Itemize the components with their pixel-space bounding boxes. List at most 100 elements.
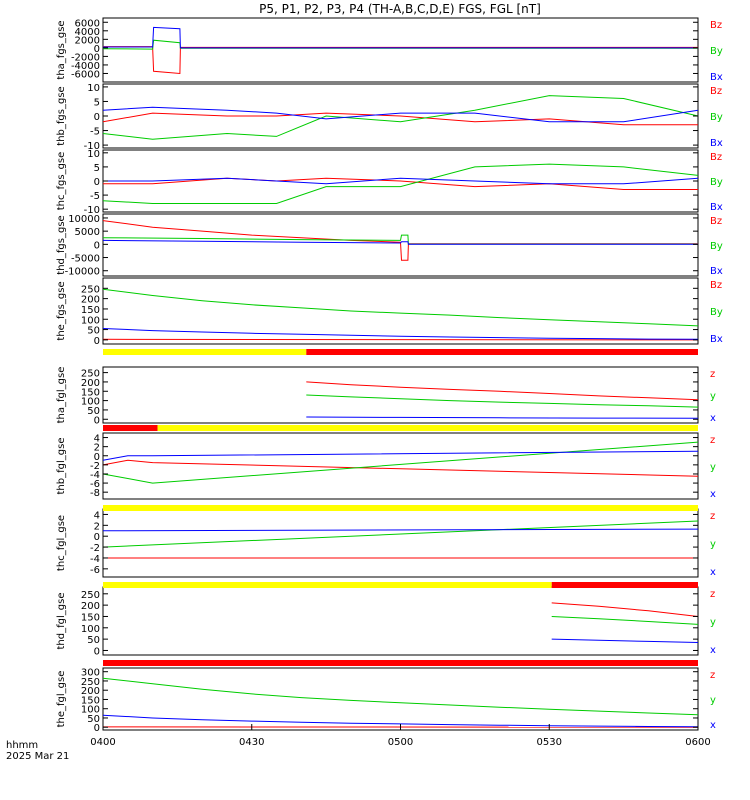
ytick-label: -2000 xyxy=(71,52,100,63)
panel-frame xyxy=(102,667,699,731)
ytick-label: 0 xyxy=(94,240,100,251)
ytick-label: 250 xyxy=(81,369,100,380)
legend-z: z xyxy=(710,511,715,522)
legend-by: By xyxy=(710,112,723,123)
legend-by: By xyxy=(710,241,723,252)
ytick-label: 0 xyxy=(94,723,100,734)
series-line-x xyxy=(306,416,699,419)
panel-frame xyxy=(102,277,699,345)
legend-x: x xyxy=(710,489,716,500)
ytick-label: 4 xyxy=(94,434,100,445)
ytick-label: 4 xyxy=(94,510,100,521)
status-bar-segment-red xyxy=(103,660,698,666)
xtick-label: 0530 xyxy=(537,737,562,748)
ytick-label: 100 xyxy=(81,315,100,326)
ytick-label: 300 xyxy=(81,668,100,679)
legend-bz: Bz xyxy=(710,20,722,31)
legend-z: z xyxy=(710,369,715,380)
ytick-label: -8 xyxy=(90,488,100,499)
series-line-bx xyxy=(102,239,698,245)
series-line-bz xyxy=(102,338,699,341)
series-line-z xyxy=(306,381,699,401)
ytick-label: 2 xyxy=(94,443,100,454)
ytick-label: 5000 xyxy=(75,227,100,238)
series-line-bz xyxy=(103,177,698,190)
plot-title: P5, P1, P2, P3, P4 (TH-A,B,C,D,E) FGS, F… xyxy=(259,2,541,16)
ylabel-thd_fgl_gse: thd_fgl_gse xyxy=(56,593,67,650)
ytick-label: 50 xyxy=(87,326,100,337)
ytick-label: 10 xyxy=(87,149,100,160)
ytick-label: 0 xyxy=(94,177,100,188)
ytick-label: -10 xyxy=(84,205,100,216)
ytick-label: 0 xyxy=(94,452,100,463)
legend-x: x xyxy=(710,720,716,731)
ytick-label: 200 xyxy=(81,295,100,306)
ytick-label: 200 xyxy=(81,601,100,612)
legend-x: x xyxy=(710,413,716,424)
ytick-label: 0 xyxy=(94,646,100,657)
series-line-z xyxy=(551,602,699,617)
series-line-bx xyxy=(102,106,699,123)
status-bar-segment-red xyxy=(306,349,698,355)
legend-bz: Bz xyxy=(710,86,722,97)
status-bar-segment-red xyxy=(551,582,698,588)
ylabel-tha_fgl_gse: tha_fgl_gse xyxy=(56,367,67,424)
ytick-label: 250 xyxy=(81,284,100,295)
status-bar-segment-yellow xyxy=(103,349,307,355)
legend-bx: Bx xyxy=(710,72,723,83)
xtick-label: 0430 xyxy=(239,737,264,748)
ylabel-thc_fgl_gse: thc_fgl_gse xyxy=(56,515,67,571)
ytick-label: 5 xyxy=(94,163,100,174)
xtick-label: 0400 xyxy=(90,737,115,748)
panel-frame xyxy=(102,17,699,83)
xtick-label: 0600 xyxy=(685,737,710,748)
legend-bx: Bx xyxy=(710,202,723,213)
xaxis-label-line1: hhmm xyxy=(6,740,38,751)
ytick-label: 150 xyxy=(81,695,100,706)
status-bar-segment-yellow xyxy=(157,425,698,431)
series-line-by xyxy=(102,288,699,327)
ylabel-thc_fgs_gse: thc_fgs_gse xyxy=(56,152,67,211)
legend-x: x xyxy=(710,645,716,656)
legend-bx: Bx xyxy=(710,334,723,345)
ytick-label: 6000 xyxy=(75,18,100,29)
legend-bx: Bx xyxy=(710,138,723,149)
ytick-label: 0 xyxy=(94,336,100,347)
series-line-bx xyxy=(103,26,698,49)
ytick-label: 2000 xyxy=(75,35,100,46)
legend-by: By xyxy=(710,307,723,318)
ytick-label: 200 xyxy=(81,378,100,389)
ytick-label: -10 xyxy=(84,141,100,152)
ytick-label: 4000 xyxy=(75,27,100,38)
ytick-label: 100 xyxy=(81,397,100,408)
series-line-y xyxy=(306,394,699,408)
ylabel-tha_fgs_gse: tha_fgs_gse xyxy=(56,20,67,79)
series-line-x xyxy=(551,638,699,643)
ytick-label: -5 xyxy=(90,191,100,202)
ytick-label: -10000 xyxy=(65,267,100,278)
series-line-x xyxy=(102,714,699,728)
legend-x: x xyxy=(710,567,716,578)
status-bar-segment-red xyxy=(103,425,158,431)
ytick-label: -6 xyxy=(90,565,100,576)
status-bar-segment-yellow xyxy=(103,505,698,511)
xaxis-label-line2: 2025 Mar 21 xyxy=(6,751,69,762)
ytick-label: 150 xyxy=(81,612,100,623)
legend-y: y xyxy=(710,462,716,473)
ylabel-thd_fgs_gse: thd_fgs_gse xyxy=(56,215,67,274)
series-line-by xyxy=(102,163,699,204)
ytick-label: 250 xyxy=(81,677,100,688)
ytick-label: 5 xyxy=(94,97,100,108)
status-bar-segment-yellow xyxy=(103,582,552,588)
ytick-label: 150 xyxy=(81,305,100,316)
ytick-label: -4000 xyxy=(71,61,100,72)
ytick-label: 250 xyxy=(81,590,100,601)
ytick-label: -2 xyxy=(90,543,100,554)
legend-bz: Bz xyxy=(710,216,722,227)
series-line-y xyxy=(102,677,699,716)
series-line-by xyxy=(102,95,699,140)
ytick-label: 50 xyxy=(87,406,100,417)
ylabel-the_fgl_gse: the_fgl_gse xyxy=(56,671,67,728)
